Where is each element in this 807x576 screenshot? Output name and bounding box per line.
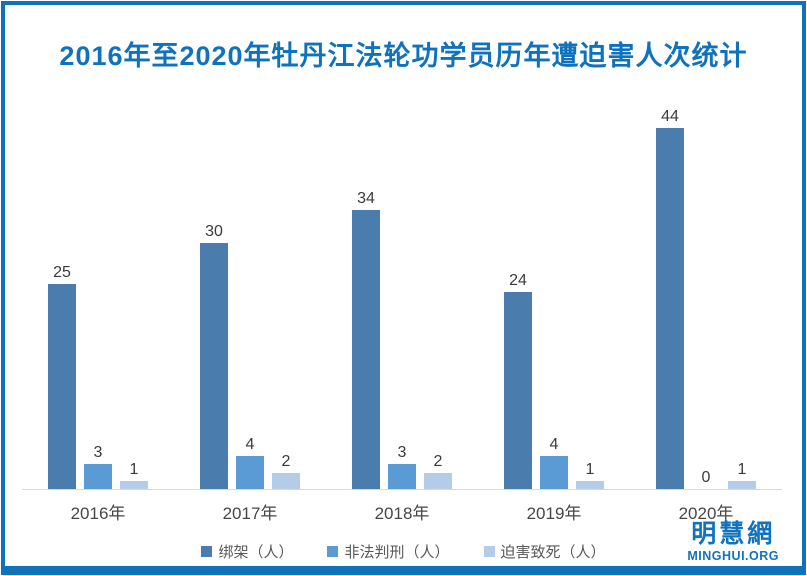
bar-value-label: 1 — [129, 461, 139, 478]
bar-value-label: 1 — [585, 461, 595, 478]
bar — [352, 210, 380, 489]
x-axis-labels: 2016年 2017年 2018年 2019年 2020年 — [22, 499, 782, 524]
minghui-logo-english: MINGHUI.ORG — [687, 549, 779, 563]
bar-value-label: 2 — [281, 453, 291, 470]
bar — [576, 481, 604, 489]
bar-value-label: 2 — [433, 453, 443, 470]
legend-label: 绑架（人） — [218, 544, 294, 561]
x-axis-label: 2018年 — [374, 504, 430, 523]
bar — [388, 464, 416, 489]
bar-group: 24 4 1 — [478, 0, 630, 489]
legend-item: 绑架（人） — [201, 541, 293, 562]
bar-value-label: 34 — [357, 190, 375, 207]
bar-group: 25 3 1 — [22, 0, 174, 489]
bar-value-label: 25 — [53, 264, 71, 281]
bar-cell: 2 — [424, 454, 452, 489]
bar — [84, 464, 112, 489]
bar-cell: 1 — [576, 462, 604, 489]
bar-cell: 2 — [272, 454, 300, 489]
bar-cell: 44 — [656, 109, 684, 489]
bar-group: 34 3 2 — [326, 0, 478, 489]
chart-legend: 绑架（人） 非法判刑（人） 迫害致死（人） — [0, 541, 807, 562]
bar-cell: 1 — [120, 462, 148, 489]
bar-value-label: 44 — [661, 108, 679, 125]
bar-value-label: 1 — [737, 461, 747, 478]
legend-swatch — [201, 546, 213, 557]
bar-cell: 25 — [48, 265, 76, 489]
legend-label: 迫害致死（人） — [500, 544, 606, 561]
bar-value-label: 4 — [549, 436, 559, 453]
bar-cell: 0 — [692, 470, 720, 489]
bar — [120, 481, 148, 489]
chart-title: 2016年至2020年牡丹江法轮功学员历年遭迫害人次统计 — [59, 41, 748, 71]
bar-cell: 4 — [236, 437, 264, 489]
bar — [48, 284, 76, 489]
x-axis-line — [22, 489, 782, 490]
legend-label: 非法判刑（人） — [344, 544, 450, 561]
bar-value-label: 3 — [397, 444, 407, 461]
bar — [728, 481, 756, 489]
bar-cell: 3 — [84, 445, 112, 489]
minghui-logo-chinese: 明慧網 — [691, 520, 776, 548]
bar-groups: 25 3 1 30 4 2 34 3 2 24 4 1 44 0 1 — [22, 0, 782, 489]
bar-cell: 4 — [540, 437, 568, 489]
bar-group: 44 0 1 — [630, 0, 782, 489]
x-axis-label: 2016年 — [70, 504, 126, 523]
bar — [200, 243, 228, 489]
x-axis-label: 2017年 — [222, 504, 278, 523]
bar-group: 30 4 2 — [174, 0, 326, 489]
bar — [272, 473, 300, 489]
bar-cell: 1 — [728, 462, 756, 489]
bar-value-label: 3 — [93, 444, 103, 461]
bar — [424, 473, 452, 489]
bar-value-label: 30 — [205, 223, 223, 240]
bar-cell: 30 — [200, 224, 228, 489]
legend-swatch — [327, 546, 339, 557]
bar-cell: 24 — [504, 273, 532, 489]
bar-value-label: 24 — [509, 272, 527, 289]
bar — [656, 128, 684, 489]
bar-value-label: 4 — [245, 436, 255, 453]
bar-value-label: 0 — [701, 469, 711, 486]
x-axis-label: 2020年 — [678, 504, 734, 523]
legend-item: 非法判刑（人） — [327, 541, 450, 562]
minghui-logo: 明慧網 MINGHUI.ORG — [687, 522, 779, 563]
bar-cell: 3 — [388, 445, 416, 489]
bar — [540, 456, 568, 489]
legend-item: 迫害致死（人） — [483, 541, 606, 562]
legend-swatch — [483, 546, 495, 557]
bar — [504, 292, 532, 489]
bar — [236, 456, 264, 489]
x-axis-label: 2019年 — [526, 504, 582, 523]
bar-cell: 34 — [352, 191, 380, 489]
